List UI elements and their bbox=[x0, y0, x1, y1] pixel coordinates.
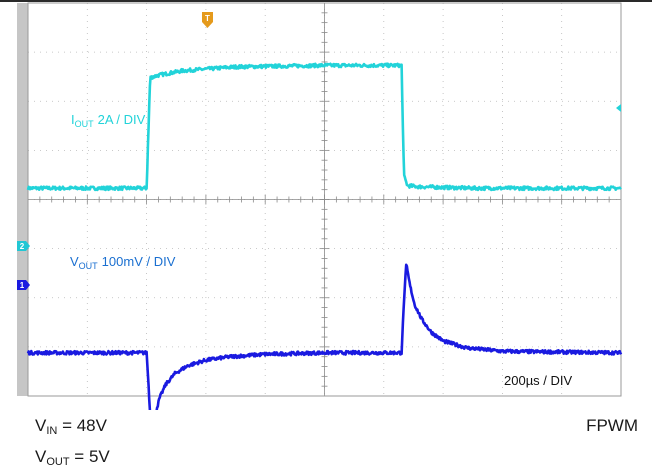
svg-text:T: T bbox=[205, 14, 210, 23]
plot-frame bbox=[27, 2, 622, 397]
trace-0 bbox=[26, 62, 622, 192]
trigger-marker: T bbox=[202, 12, 213, 28]
vout-scale-label: VOUT 100mV / DIV bbox=[70, 254, 176, 271]
mode-label: FPWM bbox=[586, 416, 638, 435]
vout-condition: VOUT = 5V bbox=[35, 447, 110, 468]
ch1-offset-marker: 1 bbox=[17, 280, 30, 290]
vin-condition: VIN = 48V bbox=[35, 416, 107, 437]
traces bbox=[26, 62, 623, 410]
ch2-offset-marker: 2 bbox=[17, 241, 30, 251]
oscilloscope-screen: T 2 1 IOUT 2A / DIV VOUT 100mV / DIV 200µs… bbox=[0, 0, 652, 410]
iout-scale-label: IOUT 2A / DIV bbox=[71, 112, 146, 129]
trace-1 bbox=[26, 263, 623, 410]
svg-text:2: 2 bbox=[20, 242, 25, 251]
top-border bbox=[0, 0, 652, 2]
trigger-level-arrow bbox=[616, 104, 621, 112]
left-gutter bbox=[17, 3, 28, 396]
time-scale-label: 200µs / DIV bbox=[504, 373, 573, 388]
svg-text:1: 1 bbox=[20, 281, 25, 290]
